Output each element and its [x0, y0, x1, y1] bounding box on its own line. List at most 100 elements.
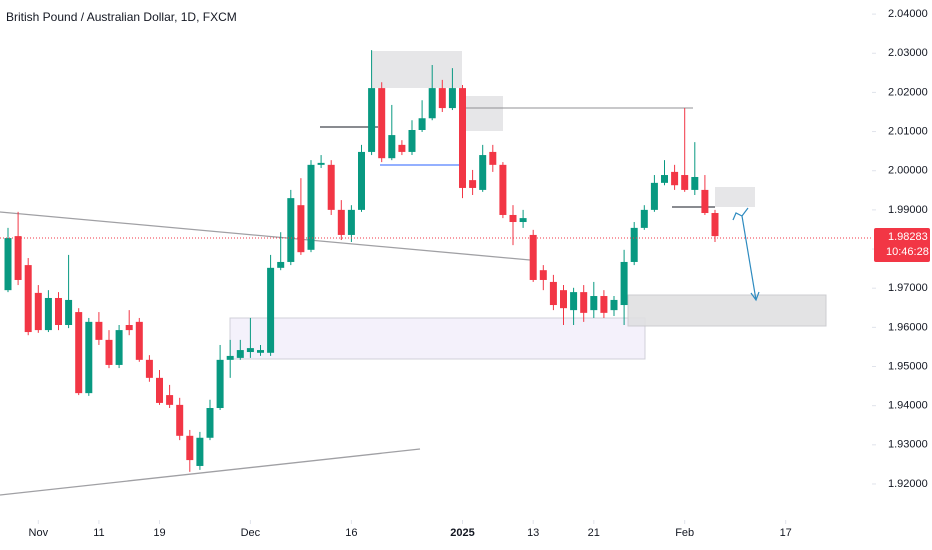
countdown-label: 10:46:28 — [886, 246, 929, 258]
candle-body — [681, 175, 689, 190]
candle-body — [671, 171, 679, 186]
candle-body — [125, 325, 133, 331]
candle-body — [4, 238, 12, 291]
x-tick-label: 11 — [93, 527, 104, 539]
last-price-label: 1.98283 — [888, 231, 928, 243]
candle-body — [216, 359, 224, 409]
candle-body — [287, 198, 295, 262]
candle-body — [347, 209, 355, 235]
trend-line — [0, 211, 531, 261]
candle-body — [610, 299, 618, 311]
candle-body — [368, 88, 376, 152]
candle-body — [398, 144, 406, 152]
x-tick-label: 13 — [527, 527, 539, 539]
candle-body — [277, 261, 285, 268]
candle-body — [34, 292, 42, 331]
y-tick-label: 2.03000 — [888, 47, 928, 59]
candle-body — [499, 164, 507, 215]
projection-arrow — [732, 207, 760, 302]
candle-body — [95, 321, 103, 340]
candle-body — [176, 404, 184, 436]
x-tick-label: 21 — [588, 527, 600, 539]
candle-body — [489, 151, 497, 165]
zone — [627, 294, 827, 327]
candle-body — [630, 227, 638, 262]
candle-body — [661, 175, 668, 183]
x-tick-label: 2025 — [450, 527, 474, 539]
zone — [371, 51, 462, 88]
candle-body — [14, 236, 22, 280]
candle-body — [236, 350, 244, 358]
candle-body — [509, 214, 517, 223]
candle-body — [549, 281, 557, 306]
candle-body — [459, 88, 466, 188]
y-tick-label: 1.97000 — [888, 282, 928, 294]
zone — [715, 187, 755, 207]
candle-body — [388, 135, 396, 159]
x-tick-label: 16 — [345, 527, 357, 539]
candle-body — [428, 88, 436, 119]
candle-body — [166, 395, 174, 405]
candle-body — [267, 267, 275, 353]
candle-body — [337, 209, 345, 235]
y-tick-label: 2.04000 — [888, 8, 928, 20]
candle-body — [650, 182, 658, 210]
zone — [462, 96, 503, 131]
candle-body — [85, 321, 93, 394]
candle-body — [246, 348, 254, 353]
candle-body — [297, 205, 305, 253]
candle-body — [620, 261, 628, 306]
candle-body — [529, 234, 537, 280]
candle-body — [408, 130, 416, 152]
x-tick-label: Dec — [241, 527, 261, 539]
candle-body — [711, 213, 719, 237]
y-tick-label: 2.02000 — [888, 86, 928, 98]
y-tick-label: 2.01000 — [888, 125, 928, 137]
candle-body — [378, 88, 386, 159]
y-tick-label: 1.92000 — [888, 478, 928, 490]
candle-body — [145, 359, 153, 378]
y-tick-label: 1.94000 — [888, 400, 928, 412]
candle-body — [44, 297, 52, 331]
candle-body — [519, 218, 527, 223]
candle-body — [206, 408, 214, 438]
y-tick-label: 1.96000 — [888, 321, 928, 333]
candle-body — [75, 312, 83, 394]
last-price-box — [874, 227, 930, 262]
drawings — [0, 51, 827, 496]
candle-body — [327, 164, 335, 210]
candle-body — [560, 290, 567, 309]
candle-body — [257, 350, 264, 353]
y-tick-label: 1.99000 — [888, 204, 928, 216]
candle-body — [358, 151, 365, 210]
y-tick-label: 2.00000 — [888, 165, 928, 177]
x-tick-label: 19 — [153, 527, 165, 539]
candle-body — [24, 265, 32, 333]
candle-body — [156, 377, 163, 403]
candle-body — [448, 88, 456, 109]
candle-body — [105, 339, 113, 365]
candle-body — [580, 292, 588, 313]
candle-body — [600, 296, 608, 313]
candle-body — [590, 296, 598, 311]
candle-body — [307, 164, 315, 250]
chart-title: British Pound / Australian Dollar, 1D, F… — [6, 10, 237, 24]
candle-body — [691, 176, 699, 190]
x-tick-label: 17 — [780, 527, 792, 539]
candle-body — [226, 355, 234, 360]
candle-body — [55, 297, 62, 325]
candle-body — [115, 330, 123, 365]
candle-body — [479, 155, 487, 190]
candle-body — [196, 437, 204, 466]
candle-body — [640, 209, 648, 228]
candle-body — [65, 299, 73, 325]
candle-body — [186, 435, 194, 461]
candle-body — [438, 88, 446, 109]
candle-body — [469, 180, 477, 188]
candle-body — [570, 292, 578, 311]
y-tick-label: 1.93000 — [888, 439, 928, 451]
candle-body — [539, 270, 547, 280]
trend-line — [0, 448, 421, 496]
candle-body — [135, 321, 143, 360]
